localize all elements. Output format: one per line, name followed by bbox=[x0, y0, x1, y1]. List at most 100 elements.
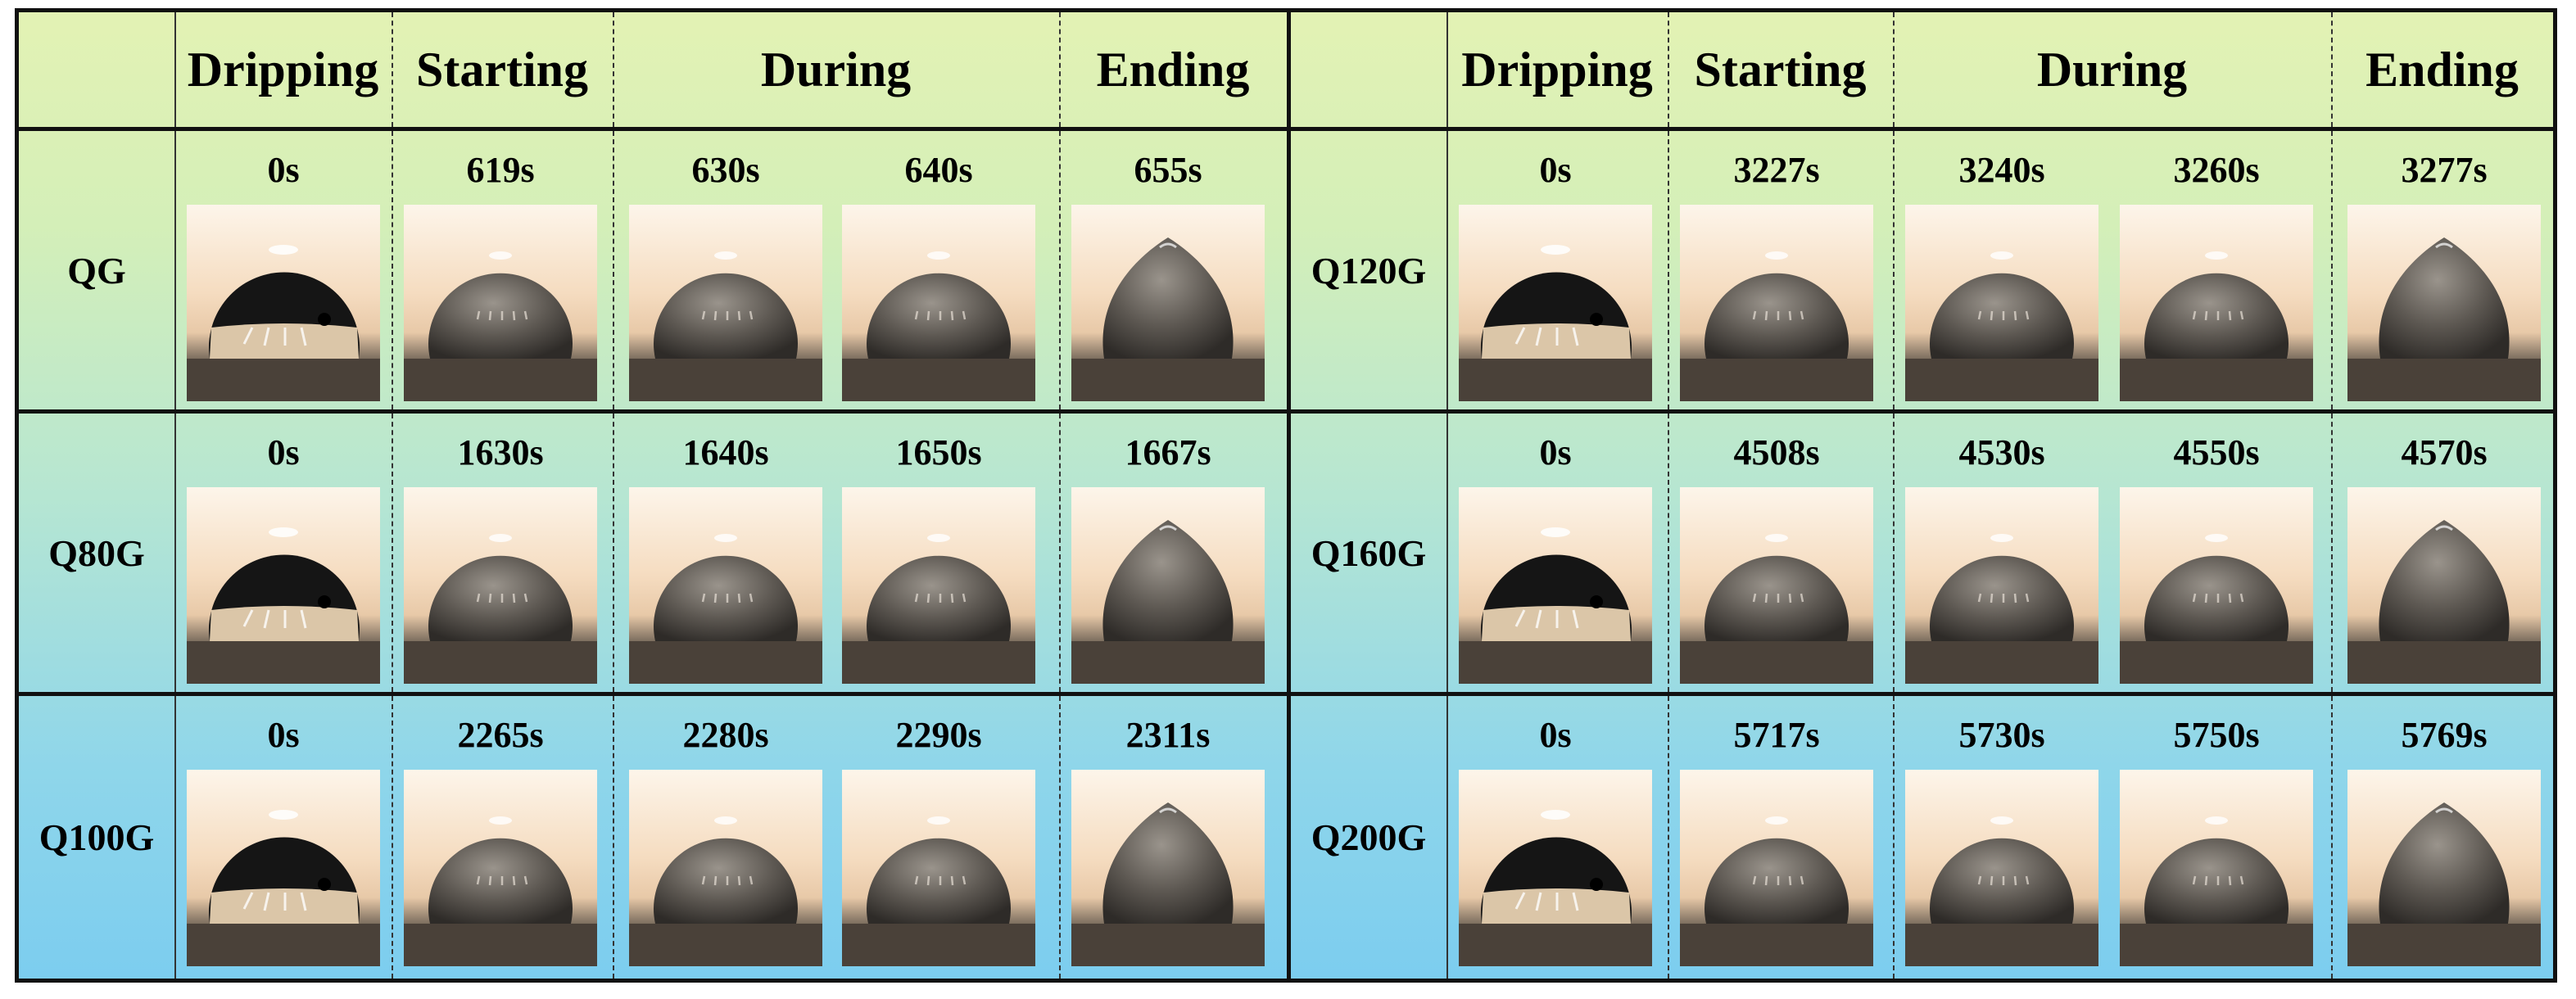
droplet-photo bbox=[404, 205, 597, 401]
header-starting: Starting bbox=[416, 43, 588, 97]
sample-label: QG bbox=[67, 249, 126, 292]
sample-label: Q80G bbox=[48, 531, 145, 574]
droplet-photo bbox=[1905, 487, 2098, 684]
time-label: 1650s bbox=[895, 432, 982, 472]
droplet-photo bbox=[1680, 205, 1873, 401]
droplet-photo bbox=[629, 770, 822, 966]
header-row: Dripping Starting During Ending bbox=[1291, 12, 2557, 131]
sample-label: Q120G bbox=[1311, 249, 1427, 292]
sample-row-q160g: Q160G 0s 4508s 4530s bbox=[1291, 414, 2557, 696]
time-label: 0s bbox=[267, 432, 300, 472]
droplet-photo bbox=[842, 487, 1035, 684]
header-starting: Starting bbox=[1694, 43, 1867, 97]
time-label: 630s bbox=[691, 150, 760, 190]
time-label: 2265s bbox=[457, 715, 544, 755]
column-divider bbox=[1893, 131, 1895, 409]
droplet-image bbox=[1680, 251, 1873, 401]
droplet-image bbox=[2120, 251, 2313, 401]
time-label: 2290s bbox=[895, 715, 982, 755]
droplet-image bbox=[1459, 810, 1652, 966]
droplet-image bbox=[629, 534, 822, 684]
right-panel: Dripping Starting During Ending Q120G 0s 3227… bbox=[1291, 12, 2557, 979]
droplet-photo bbox=[1459, 205, 1652, 401]
droplet-image bbox=[1905, 816, 2098, 966]
time-label: 2311s bbox=[1125, 715, 1211, 755]
sample-label: Q160G bbox=[1311, 531, 1427, 574]
column-divider bbox=[1668, 696, 1669, 979]
sample-label: Q100G bbox=[38, 816, 155, 858]
droplet-photo bbox=[1071, 205, 1265, 401]
droplet-image bbox=[1680, 534, 1873, 684]
column-divider bbox=[1446, 414, 1448, 692]
droplet-image bbox=[2347, 237, 2541, 401]
droplet-image bbox=[1459, 245, 1652, 401]
header-ending: Ending bbox=[2365, 43, 2519, 97]
droplet-photo bbox=[187, 487, 380, 684]
droplet-image bbox=[629, 816, 822, 966]
droplet-photo bbox=[1680, 770, 1873, 966]
column-divider bbox=[392, 696, 393, 979]
column-divider bbox=[1668, 12, 1669, 127]
column-divider bbox=[1059, 696, 1061, 979]
column-divider bbox=[613, 696, 614, 979]
droplet-photo bbox=[2347, 205, 2541, 401]
droplet-photo bbox=[2120, 205, 2313, 401]
droplet-photo bbox=[2120, 487, 2313, 684]
header-row: Dripping Starting During Ending bbox=[19, 12, 1287, 131]
column-divider bbox=[613, 131, 614, 409]
droplet-image bbox=[2347, 802, 2541, 966]
droplet-photo bbox=[629, 487, 822, 684]
droplet-image bbox=[404, 251, 597, 401]
header-ending: Ending bbox=[1096, 43, 1250, 97]
column-divider bbox=[392, 12, 393, 127]
droplet-image bbox=[842, 251, 1035, 401]
droplet-photo bbox=[1071, 487, 1265, 684]
sample-label: Q200G bbox=[1311, 816, 1427, 858]
droplet-image bbox=[1071, 237, 1265, 401]
droplet-photo bbox=[1905, 205, 2098, 401]
droplet-image bbox=[187, 527, 380, 684]
column-divider bbox=[1668, 131, 1669, 409]
sample-row-q120g: Q120G 0s 3227s 3240s bbox=[1291, 131, 2557, 414]
droplet-image bbox=[1459, 527, 1652, 684]
droplet-photo bbox=[1459, 770, 1652, 966]
time-label: 5717s bbox=[1733, 715, 1820, 755]
header-dripping: Dripping bbox=[1461, 43, 1653, 97]
column-divider bbox=[613, 414, 614, 692]
time-label: 5730s bbox=[1958, 715, 2045, 755]
time-label: 4530s bbox=[1958, 432, 2045, 472]
column-divider bbox=[1446, 696, 1448, 979]
column-divider bbox=[2331, 696, 2333, 979]
droplet-image bbox=[1905, 251, 2098, 401]
time-label: 3240s bbox=[1958, 150, 2045, 190]
column-divider bbox=[2331, 414, 2333, 692]
time-label: 1640s bbox=[682, 432, 769, 472]
droplet-image bbox=[187, 810, 380, 966]
column-divider bbox=[1446, 12, 1448, 127]
column-divider bbox=[392, 131, 393, 409]
sample-row-qg: QG 0s 619s 630s bbox=[19, 131, 1287, 414]
time-label: 1630s bbox=[457, 432, 544, 472]
time-label: 0s bbox=[1539, 715, 1572, 755]
droplet-image bbox=[187, 245, 380, 401]
column-divider bbox=[613, 12, 614, 127]
droplet-photo bbox=[1680, 487, 1873, 684]
column-divider bbox=[1059, 414, 1061, 692]
column-divider bbox=[174, 131, 176, 409]
column-divider bbox=[1446, 131, 1448, 409]
droplet-photo bbox=[2120, 770, 2313, 966]
left-panel: Dripping Starting During Ending QG 0s 619s bbox=[19, 12, 1291, 979]
time-label: 1667s bbox=[1125, 432, 1211, 472]
droplet-image bbox=[1071, 802, 1265, 966]
droplet-photo bbox=[2347, 770, 2541, 966]
droplet-photo bbox=[2347, 487, 2541, 684]
header-dripping: Dripping bbox=[187, 43, 379, 97]
droplet-image bbox=[629, 251, 822, 401]
column-divider bbox=[1893, 12, 1895, 127]
time-label: 0s bbox=[267, 150, 300, 190]
header-during: During bbox=[760, 43, 912, 97]
time-label: 0s bbox=[1539, 150, 1572, 190]
time-label: 0s bbox=[267, 715, 300, 755]
sample-row-q200g: Q200G 0s 5717s 5730s bbox=[1291, 696, 2557, 979]
column-divider bbox=[1893, 696, 1895, 979]
